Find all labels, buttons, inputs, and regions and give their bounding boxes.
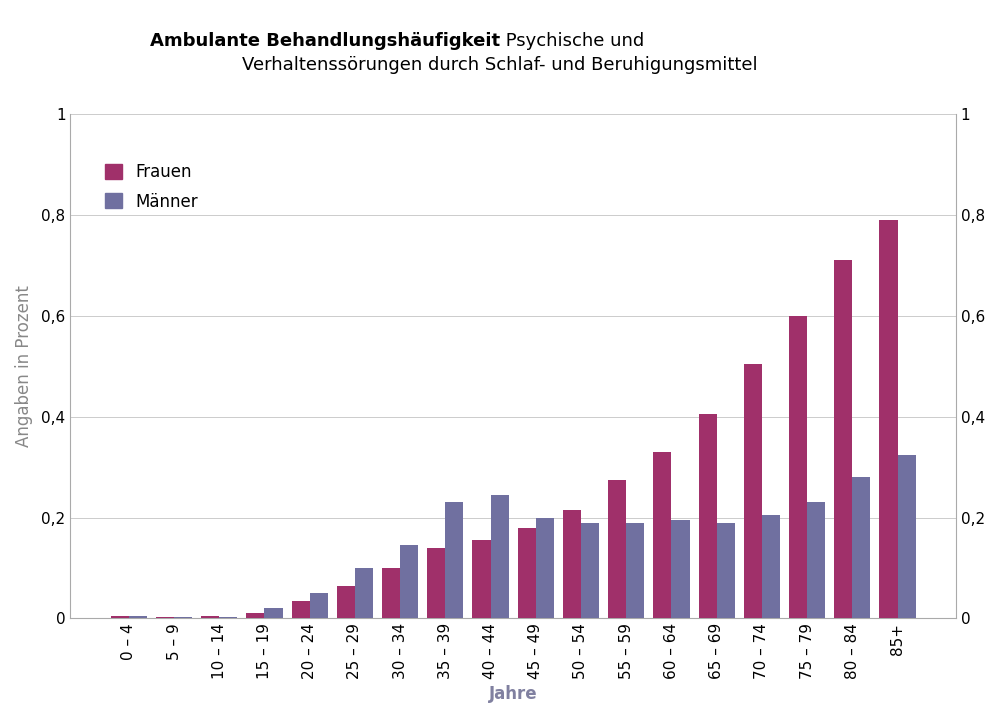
Bar xyxy=(518,528,536,618)
Bar xyxy=(472,540,491,618)
Bar xyxy=(744,364,762,618)
Bar xyxy=(201,616,219,618)
Bar xyxy=(400,545,418,618)
Bar xyxy=(563,510,581,618)
Y-axis label: Angaben in Prozent: Angaben in Prozent xyxy=(15,285,33,447)
X-axis label: Jahre: Jahre xyxy=(489,685,537,703)
Bar xyxy=(699,414,717,618)
Bar xyxy=(834,261,852,618)
Bar xyxy=(608,480,626,618)
Bar xyxy=(581,523,599,618)
Bar xyxy=(174,617,192,618)
Bar xyxy=(292,601,310,618)
Bar xyxy=(536,518,554,618)
Bar xyxy=(807,503,825,618)
Text: Psychische und: Psychische und xyxy=(500,32,644,50)
Bar xyxy=(156,617,174,618)
Bar xyxy=(111,616,129,618)
Bar xyxy=(427,548,445,618)
Bar xyxy=(762,515,780,618)
Bar xyxy=(355,568,373,618)
Bar xyxy=(671,520,690,618)
Bar xyxy=(445,503,463,618)
Text: Ambulante Behandlungshäufigkeit: Ambulante Behandlungshäufigkeit xyxy=(150,32,500,50)
Bar xyxy=(264,608,283,618)
Bar xyxy=(491,495,509,618)
Bar xyxy=(626,523,644,618)
Bar xyxy=(310,593,328,618)
Bar xyxy=(129,616,147,618)
Bar xyxy=(382,568,400,618)
Bar xyxy=(789,316,807,618)
Legend: Frauen, Männer: Frauen, Männer xyxy=(105,163,198,210)
Bar xyxy=(898,454,916,618)
Bar xyxy=(246,613,264,618)
Bar xyxy=(852,477,870,618)
Bar xyxy=(879,220,898,618)
Bar xyxy=(219,617,237,618)
Text: Verhaltenssörungen durch Schlaf- und Beruhigungsmittel: Verhaltenssörungen durch Schlaf- und Ber… xyxy=(242,56,758,74)
Bar xyxy=(337,586,355,618)
Bar xyxy=(653,452,671,618)
Bar xyxy=(717,523,735,618)
